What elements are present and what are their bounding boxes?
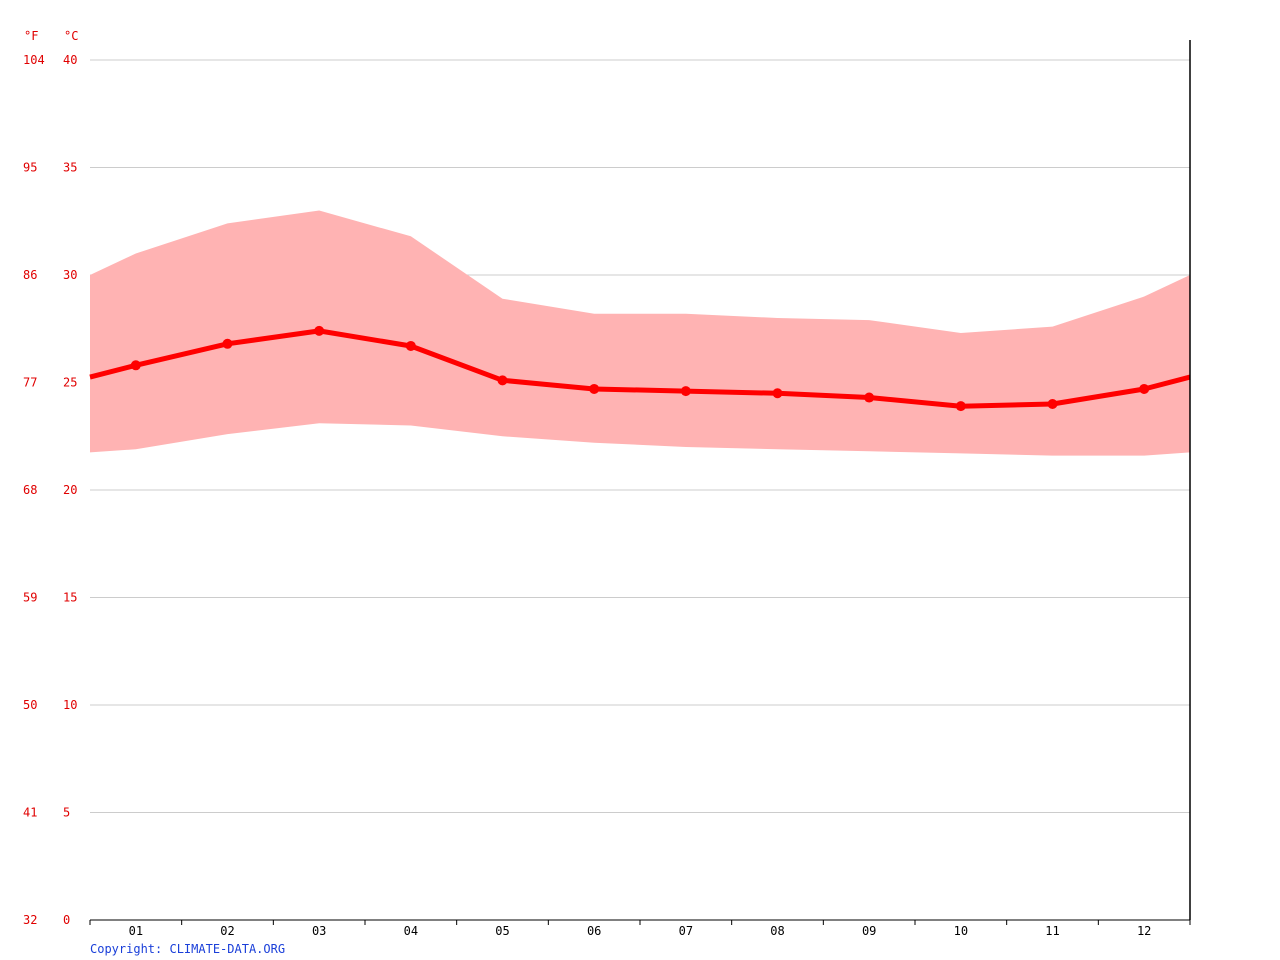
x-tick-label: 02 — [220, 924, 234, 938]
mean-temperature-points — [130, 325, 1150, 412]
min-max-band — [90, 210, 1190, 456]
y-tick-label-f: 59 — [23, 591, 37, 605]
y-tick-label-f: 77 — [23, 376, 37, 390]
y-tick-label-c: 35 — [63, 161, 77, 175]
mean-point — [864, 392, 875, 403]
y-tick-label-c: 20 — [63, 483, 77, 497]
x-tick-label: 04 — [404, 924, 418, 938]
y-tick-label-f: 50 — [23, 698, 37, 712]
mean-point — [1047, 399, 1058, 409]
y-tick-label-c: 10 — [63, 698, 77, 712]
mean-point — [680, 386, 691, 397]
y-axis-ticks: 32 0 41 5 50 10 59 15 68 20 77 25 86 30 95 35 104 40 — [23, 53, 77, 927]
x-tick-label: 08 — [770, 924, 784, 938]
x-tick-label: 10 — [954, 924, 968, 938]
mean-point — [222, 338, 233, 349]
y-tick-label-f: 95 — [23, 161, 37, 175]
y-tick-label-f: 41 — [23, 806, 37, 820]
x-tick-label: 07 — [679, 924, 693, 938]
mean-temperature-line — [89, 328, 1191, 409]
mean-point — [589, 383, 600, 394]
y-tick-label-c: 0 — [63, 913, 70, 927]
copyright-link[interactable]: Copyright: CLIMATE-DATA.ORG — [90, 942, 286, 956]
y-tick-label-f: 104 — [23, 53, 45, 67]
mean-point — [1139, 383, 1150, 394]
x-axis-ticks: 01 02 03 04 05 06 07 08 09 10 11 12 — [89, 920, 1191, 938]
x-tick-label: 09 — [862, 924, 876, 938]
mean-point — [314, 325, 325, 336]
y-tick-label-c: 30 — [63, 268, 77, 282]
mean-point — [497, 375, 508, 386]
mean-point — [405, 340, 416, 351]
mean-point — [130, 360, 141, 371]
mean-point — [772, 388, 783, 399]
fahrenheit-unit-label: °F — [24, 29, 38, 43]
y-tick-label-c: 40 — [63, 53, 77, 67]
y-tick-label-c: 5 — [63, 806, 70, 820]
x-tick-label: 05 — [495, 924, 509, 938]
x-tick-label: 12 — [1137, 924, 1151, 938]
y-tick-label-c: 25 — [63, 376, 77, 390]
y-tick-label-f: 86 — [23, 268, 37, 282]
mean-point — [955, 401, 966, 412]
y-tick-label-f: 68 — [23, 483, 37, 497]
y-tick-label-c: 15 — [63, 591, 77, 605]
x-tick-label: 11 — [1045, 924, 1059, 938]
y-tick-label-f: 32 — [23, 913, 37, 927]
x-tick-label: 06 — [587, 924, 601, 938]
celsius-unit-label: °C — [64, 29, 78, 43]
x-tick-label: 03 — [312, 924, 326, 938]
x-tick-label: 01 — [129, 924, 143, 938]
